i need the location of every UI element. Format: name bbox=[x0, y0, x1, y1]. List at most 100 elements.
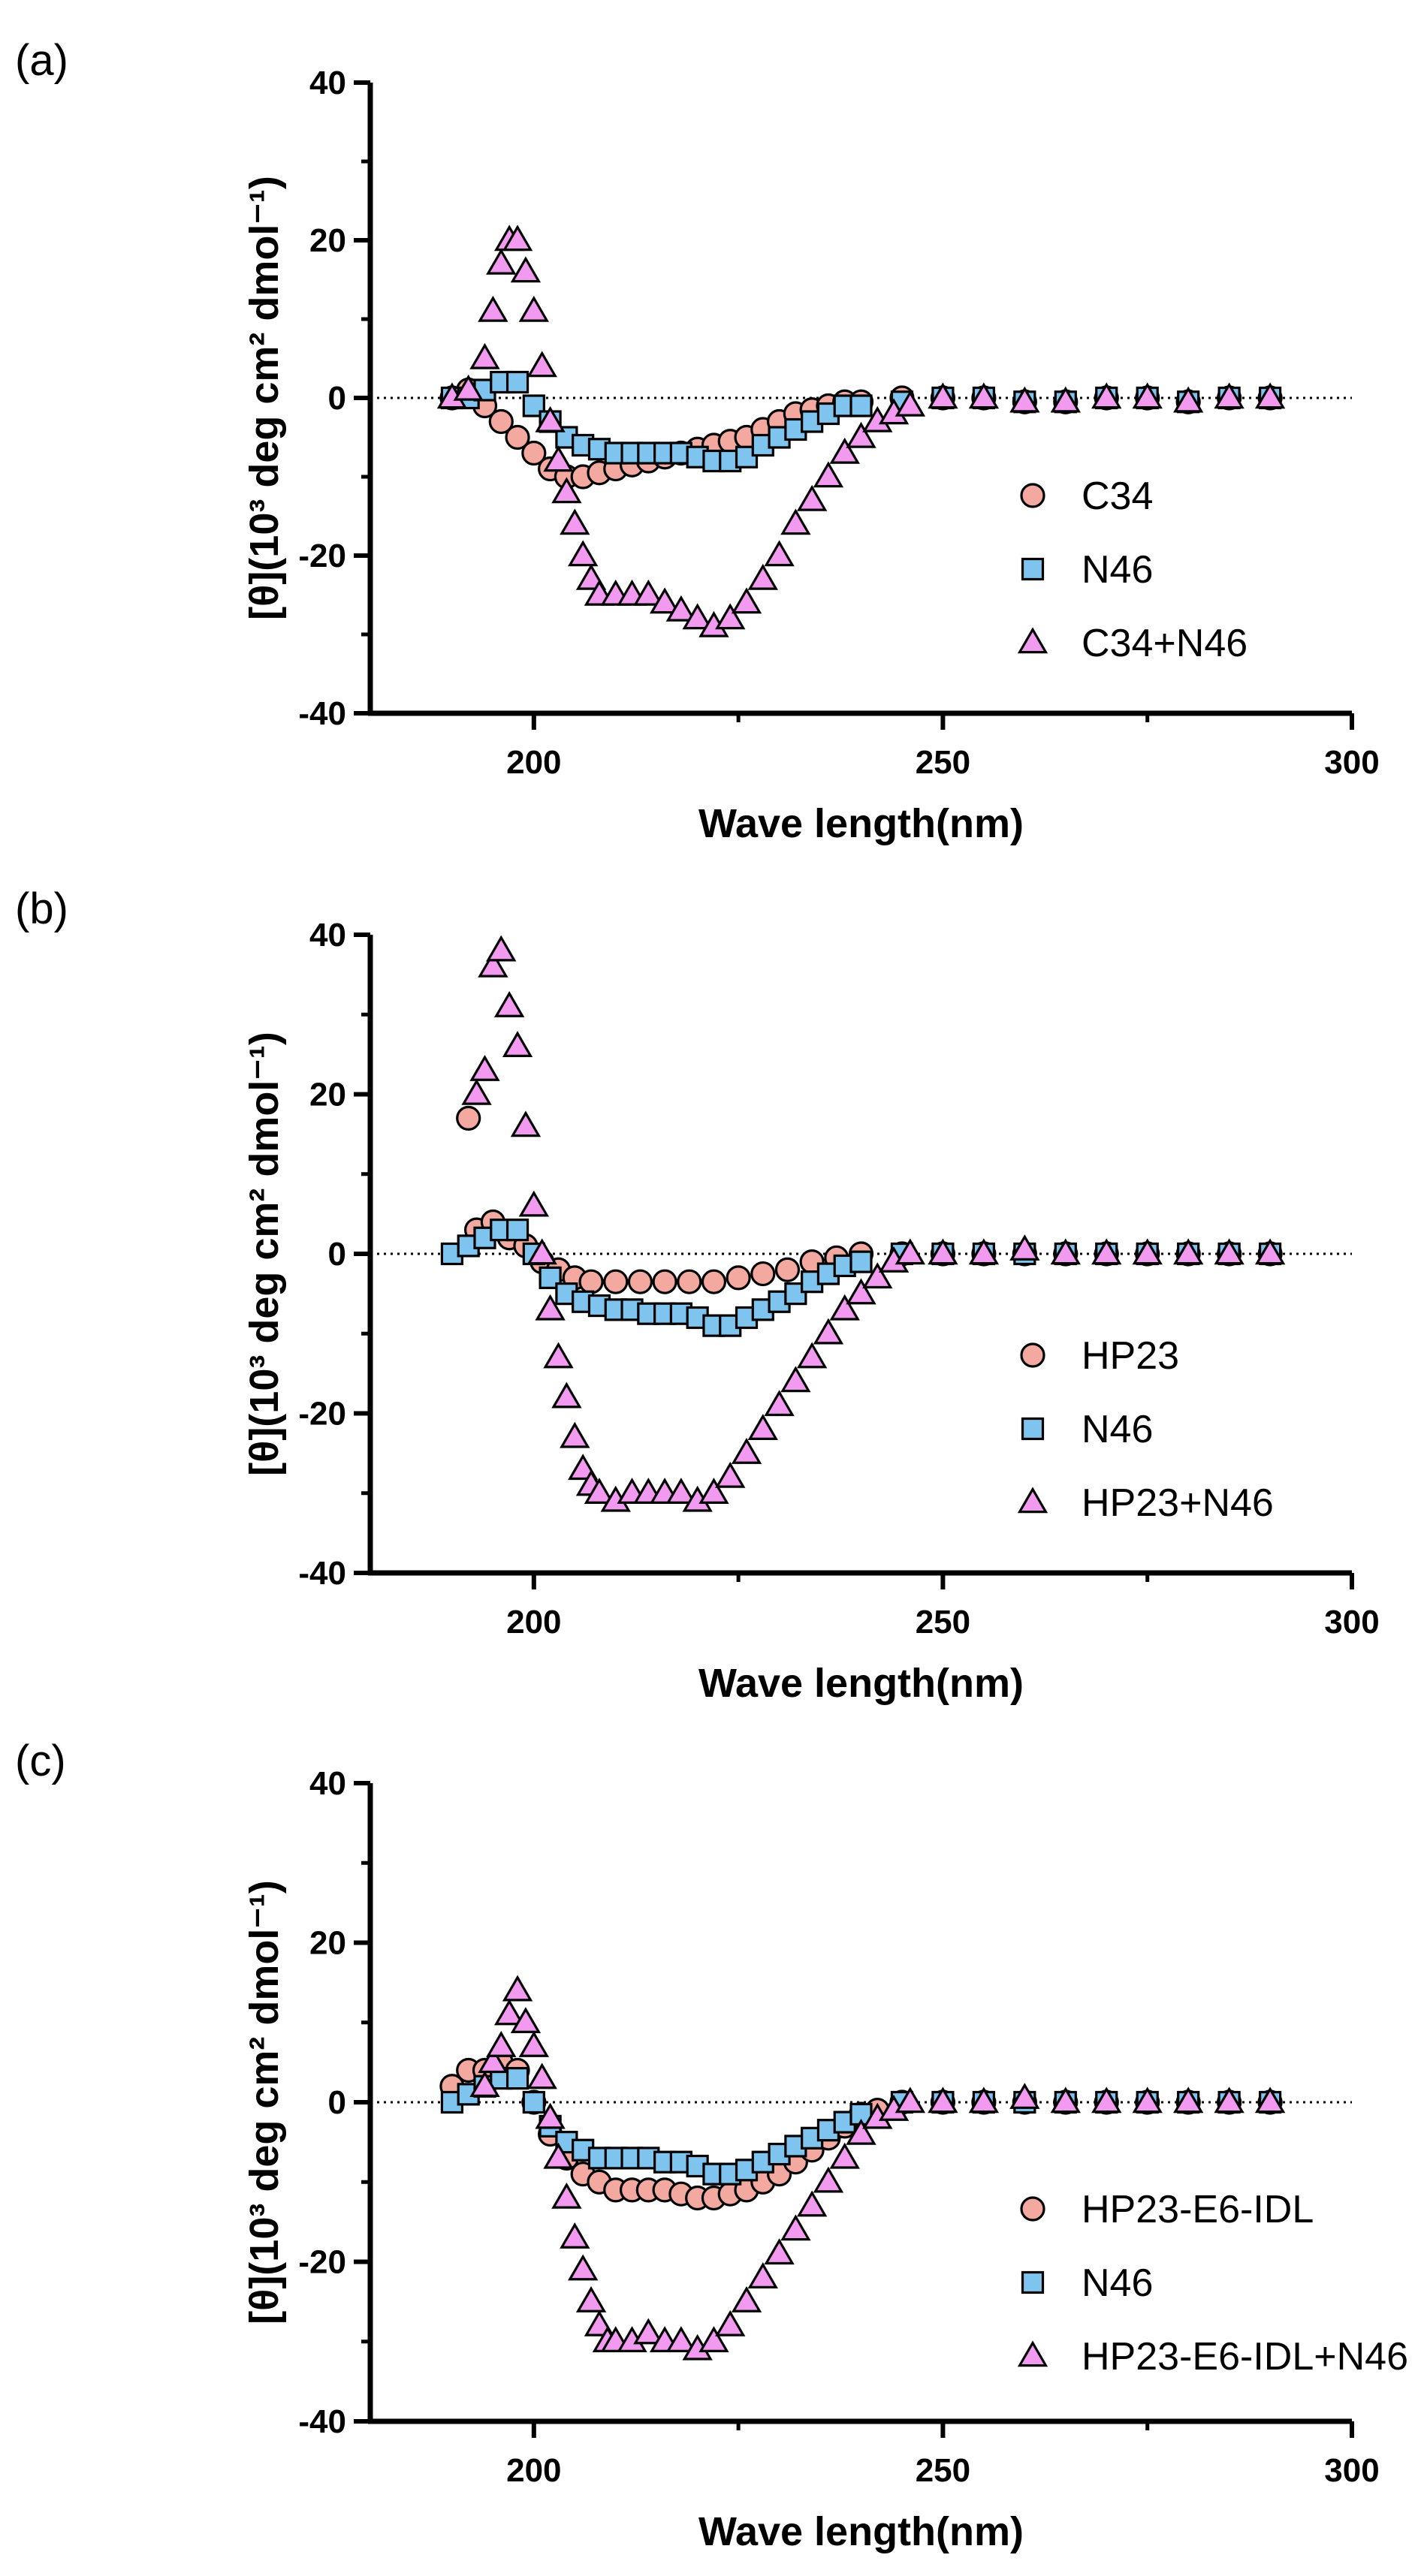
data-point-triangle bbox=[502, 1031, 533, 1057]
data-point-triangle bbox=[764, 1390, 795, 1417]
data-point-triangle bbox=[526, 2062, 557, 2089]
data-point-triangle bbox=[518, 295, 550, 322]
data-point-triangle bbox=[510, 256, 542, 283]
data-point-triangle bbox=[747, 2262, 778, 2288]
data-point-triangle bbox=[486, 248, 517, 275]
data-point-triangle bbox=[846, 1278, 876, 1305]
y-tick-label: 40 bbox=[309, 65, 346, 101]
data-point-triangle bbox=[584, 1478, 615, 1504]
y-tick-label: 40 bbox=[309, 917, 346, 954]
data-point-circle bbox=[578, 1269, 604, 1294]
data-point-triangle bbox=[469, 342, 500, 369]
legend-label: C34 bbox=[1082, 475, 1153, 518]
data-point-triangle bbox=[478, 951, 508, 978]
data-point-circle bbox=[750, 1261, 776, 1287]
data-point-triangle bbox=[928, 1238, 958, 1265]
panel-label: (b) bbox=[15, 884, 68, 933]
data-point-triangle bbox=[1132, 2086, 1163, 2114]
data-point-triangle bbox=[665, 2326, 697, 2352]
data-point-triangle bbox=[665, 1478, 697, 1504]
data-point-triangle bbox=[1172, 1238, 1204, 1265]
legend-label: N46 bbox=[1082, 1408, 1153, 1451]
x-tick-label: 250 bbox=[916, 1604, 970, 1641]
data-point-square bbox=[849, 394, 873, 417]
data-point-triangle bbox=[747, 1414, 778, 1440]
data-point-triangle bbox=[1254, 2086, 1286, 2114]
legend: C34 N46 C34+N46 bbox=[1017, 475, 1248, 665]
data-point-circle bbox=[603, 1269, 629, 1294]
data-point-square bbox=[849, 1250, 873, 1273]
legend-label: HP23-E6-IDL bbox=[1082, 2188, 1314, 2231]
data-point-triangle bbox=[510, 2007, 542, 2033]
data-point-triangle bbox=[535, 1294, 566, 1321]
y-tick-label: -20 bbox=[298, 2244, 346, 2281]
data-point-triangle bbox=[796, 1342, 828, 1369]
data-point-triangle bbox=[715, 603, 746, 630]
x-tick-label: 300 bbox=[1324, 2452, 1379, 2489]
legend-label: N46 bbox=[1082, 2261, 1153, 2305]
data-point-triangle bbox=[895, 390, 926, 417]
data-point-triangle bbox=[1009, 386, 1040, 413]
x-tick-label: 300 bbox=[1324, 744, 1379, 781]
data-point-triangle bbox=[665, 595, 697, 622]
legend-label: HP23+N46 bbox=[1082, 1481, 1274, 1525]
data-point-triangle bbox=[715, 1461, 746, 1488]
data-point-triangle bbox=[829, 2142, 860, 2169]
data-point-triangle bbox=[862, 1262, 893, 1289]
data-point-triangle bbox=[968, 382, 1000, 409]
data-point-triangle bbox=[813, 1318, 844, 1345]
data-point-square bbox=[522, 2090, 545, 2114]
data-point-triangle bbox=[502, 1975, 533, 2002]
data-point-triangle bbox=[478, 295, 508, 322]
data-point-triangle bbox=[560, 1421, 590, 1448]
data-point-triangle bbox=[551, 1381, 582, 1409]
data-point-triangle bbox=[1214, 2086, 1245, 2114]
data-point-square bbox=[505, 1219, 529, 1242]
series-hp23-n46 bbox=[461, 935, 1286, 1512]
data-point-triangle bbox=[551, 2182, 582, 2209]
data-point-triangle bbox=[543, 1342, 574, 1369]
data-point-triangle bbox=[796, 484, 828, 511]
legend-label: HP23-E6-IDL+N46 bbox=[1082, 2335, 1408, 2379]
x-axis-title: Wave length(nm) bbox=[698, 801, 1024, 846]
legend-marker-circle bbox=[1020, 1342, 1045, 1368]
data-point-triangle bbox=[928, 382, 958, 409]
data-point-triangle bbox=[1132, 382, 1163, 409]
data-point-triangle bbox=[568, 540, 599, 567]
data-point-triangle bbox=[633, 2318, 664, 2345]
data-point-triangle bbox=[796, 2190, 828, 2217]
data-point-triangle bbox=[1050, 1238, 1081, 1265]
legend-marker-circle bbox=[1020, 483, 1045, 508]
data-point-circle bbox=[505, 424, 530, 450]
y-tick-label: -20 bbox=[298, 1396, 346, 1433]
data-point-triangle bbox=[649, 587, 680, 614]
data-point-triangle bbox=[829, 1294, 860, 1321]
data-point-circle bbox=[677, 1269, 702, 1294]
data-point-triangle bbox=[1091, 1238, 1122, 1265]
data-point-triangle bbox=[1091, 382, 1122, 409]
y-axis-title: [θ](10³ deg cm² dmol⁻¹) bbox=[242, 176, 287, 620]
data-point-triangle bbox=[731, 1438, 762, 1464]
legend-marker-triangle bbox=[1017, 627, 1048, 654]
legend-label: C34+N46 bbox=[1082, 622, 1248, 665]
data-point-triangle bbox=[518, 1190, 550, 1217]
data-point-triangle bbox=[543, 445, 574, 472]
legend-marker-square bbox=[1021, 557, 1045, 581]
data-point-triangle bbox=[731, 2286, 762, 2312]
data-point-triangle bbox=[1214, 1238, 1245, 1265]
data-point-triangle bbox=[1132, 1238, 1163, 1265]
data-point-triangle bbox=[780, 2214, 811, 2241]
data-point-triangle bbox=[560, 2222, 590, 2249]
data-point-triangle bbox=[780, 508, 811, 535]
data-point-triangle bbox=[698, 2326, 729, 2352]
data-point-square bbox=[505, 2067, 529, 2090]
data-point-triangle bbox=[813, 461, 844, 488]
x-tick-label: 250 bbox=[916, 2452, 970, 2489]
data-point-circle bbox=[456, 1105, 481, 1131]
data-point-triangle bbox=[1050, 2086, 1081, 2114]
data-point-triangle bbox=[1172, 2086, 1204, 2114]
y-tick-label: 20 bbox=[309, 1077, 346, 1113]
